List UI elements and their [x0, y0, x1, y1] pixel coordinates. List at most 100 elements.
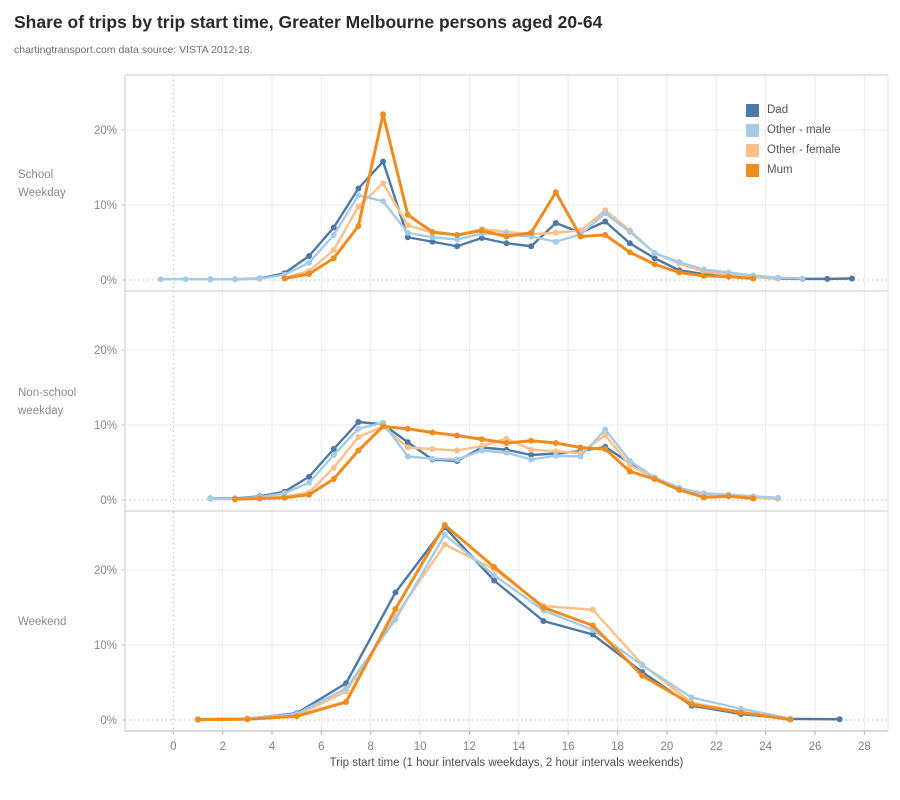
y-tick-label-panel-1-10: 10% — [94, 420, 117, 432]
legend-item-other-female[interactable]: Other - female — [746, 140, 841, 160]
point-mum-p1-x18.5 — [626, 468, 633, 475]
point-other-male-p1-x17.5 — [602, 426, 609, 433]
point-other-female-p1-x6.5 — [330, 464, 337, 471]
point-other-male-p0-x15.5 — [552, 238, 559, 245]
x-tick-label-16: 16 — [562, 741, 575, 753]
x-tick-label-2: 2 — [219, 741, 225, 753]
point-other-male-p0-x22.5 — [725, 269, 732, 276]
point-other-female-p0-x15.5 — [552, 229, 559, 236]
point-other-male-p0-x6.5 — [330, 232, 337, 238]
point-dad-p1-x14.5 — [528, 452, 535, 458]
y-tick-label-panel-2-10: 10% — [94, 640, 117, 652]
point-dad-p2-x9 — [392, 589, 399, 596]
point-mum-p1-x3.5 — [256, 495, 263, 502]
point-other-male-p1-x1.5 — [207, 495, 214, 502]
legend-item-other-male[interactable]: Other - male — [746, 120, 841, 140]
panel-label-non-school-weekday: Non-school weekday — [18, 387, 77, 417]
point-other-female-p2-x11 — [441, 541, 448, 548]
point-other-male-p2-x19 — [639, 662, 646, 669]
legend-swatch-other-male — [746, 123, 759, 137]
point-other-male-p0-x3.5 — [256, 275, 263, 282]
point-mum-p0-x11.5 — [454, 232, 461, 238]
point-mum-p1-x5.5 — [306, 491, 313, 498]
point-other-male-p0-x7.5 — [355, 192, 362, 199]
y-tick-label-panel-2-20: 20% — [94, 565, 117, 577]
point-other-male-p0-x10.5 — [429, 234, 436, 241]
point-mum-p0-x19.5 — [651, 261, 658, 268]
point-dad-p0-x15.5 — [552, 220, 559, 226]
point-dad-p0-x17.5 — [602, 218, 609, 225]
point-other-male-p0-x11.5 — [454, 236, 461, 243]
series-line-mum-panel-0 — [282, 112, 755, 280]
point-other-male-p1-x10.5 — [429, 455, 436, 462]
point-other-male-p0-x25.5 — [799, 275, 806, 282]
point-mum-p2-x17 — [589, 622, 596, 629]
point-mum-p0-x9.5 — [404, 211, 411, 218]
point-mum-p0-x6.5 — [330, 255, 337, 262]
point-dad-p0-x11.5 — [454, 243, 461, 250]
point-dad-p2-x17 — [589, 631, 596, 638]
point-mum-p0-x14.5 — [528, 229, 535, 236]
point-mum-p1-x8.5 — [380, 423, 387, 430]
point-other-male-p0-x17.5 — [602, 210, 609, 217]
point-mum-p1-x14.5 — [528, 437, 535, 444]
point-other-female-p2-x17 — [589, 606, 596, 613]
point-dad-p2-x13 — [491, 577, 498, 584]
point-mum-p0-x5.5 — [306, 271, 313, 277]
point-mum-p0-x8.5 — [380, 111, 387, 118]
point-other-male-p0-x8.5 — [380, 198, 387, 205]
point-mum-p1-x22.5 — [725, 493, 732, 500]
point-mum-p0-x15.5 — [552, 189, 559, 196]
point-other-female-p1-x7.5 — [355, 434, 362, 440]
point-other-female-p1-x10.5 — [429, 446, 436, 452]
point-dad-p0-x8.5 — [380, 158, 387, 165]
point-mum-p1-x9.5 — [404, 425, 411, 432]
point-mum-p0-x7.5 — [355, 223, 362, 229]
point-mum-p2-x1 — [194, 716, 201, 723]
point-mum-p2-x5 — [293, 713, 300, 720]
legend-swatch-mum — [746, 163, 759, 177]
point-other-male-p0-x5.5 — [306, 259, 313, 266]
point-mum-p0-x13.5 — [503, 233, 510, 240]
x-tick-label-24: 24 — [759, 741, 772, 753]
point-dad-p1-x9.5 — [404, 439, 411, 446]
point-mum-p1-x7.5 — [355, 447, 362, 454]
point-other-female-p0-x7.5 — [355, 203, 362, 210]
point-other-male-p2-x9 — [392, 616, 399, 623]
page-title: Share of trips by trip start time, Great… — [14, 12, 603, 32]
point-other-male-p0-x21.5 — [700, 266, 707, 273]
point-other-female-p1-x15.5 — [552, 448, 559, 455]
x-tick-label-6: 6 — [318, 741, 324, 753]
y-tick-label-panel-1-0: 0% — [100, 495, 117, 507]
x-axis-title: Trip start time (1 hour intervals weekda… — [329, 757, 684, 769]
point-other-male-p2-x7 — [343, 685, 350, 692]
point-other-male-p1-x13.5 — [503, 449, 510, 456]
legend-swatch-dad — [746, 103, 759, 117]
x-tick-label-28: 28 — [858, 741, 871, 753]
point-mum-p1-x23.5 — [750, 495, 757, 502]
x-tick-label-8: 8 — [368, 741, 374, 753]
point-dad-p0-x14.5 — [528, 243, 535, 250]
point-other-male-p1-x14.5 — [528, 456, 535, 463]
point-mum-p1-x2.5 — [232, 496, 238, 503]
point-dad-p0-x6.5 — [330, 224, 337, 231]
point-mum-p1-x6.5 — [330, 476, 337, 482]
point-mum-p2-x13 — [491, 564, 498, 570]
point-mum-p1-x15.5 — [552, 440, 559, 446]
legend-item-mum[interactable]: Mum — [746, 160, 841, 180]
point-mum-p2-x3 — [244, 716, 251, 723]
point-other-female-p1-x11.5 — [454, 447, 461, 454]
point-mum-p0-x23.5 — [750, 275, 757, 282]
point-other-male-p1-x15.5 — [552, 452, 559, 459]
x-tick-label-4: 4 — [269, 741, 276, 753]
point-dad-p0-x19.5 — [651, 255, 658, 262]
point-other-female-p1-x9.5 — [404, 444, 411, 451]
point-other-female-p1-x12.5 — [478, 443, 485, 449]
point-other-male-p0-x2.5 — [232, 276, 238, 283]
point-mum-p1-x4.5 — [281, 494, 288, 501]
point-other-male-p0-x24.5 — [774, 274, 781, 281]
point-dad-p0-x18.5 — [626, 240, 633, 247]
point-other-female-p1-x18.5 — [626, 462, 633, 469]
legend-item-dad[interactable]: Dad — [746, 100, 841, 120]
